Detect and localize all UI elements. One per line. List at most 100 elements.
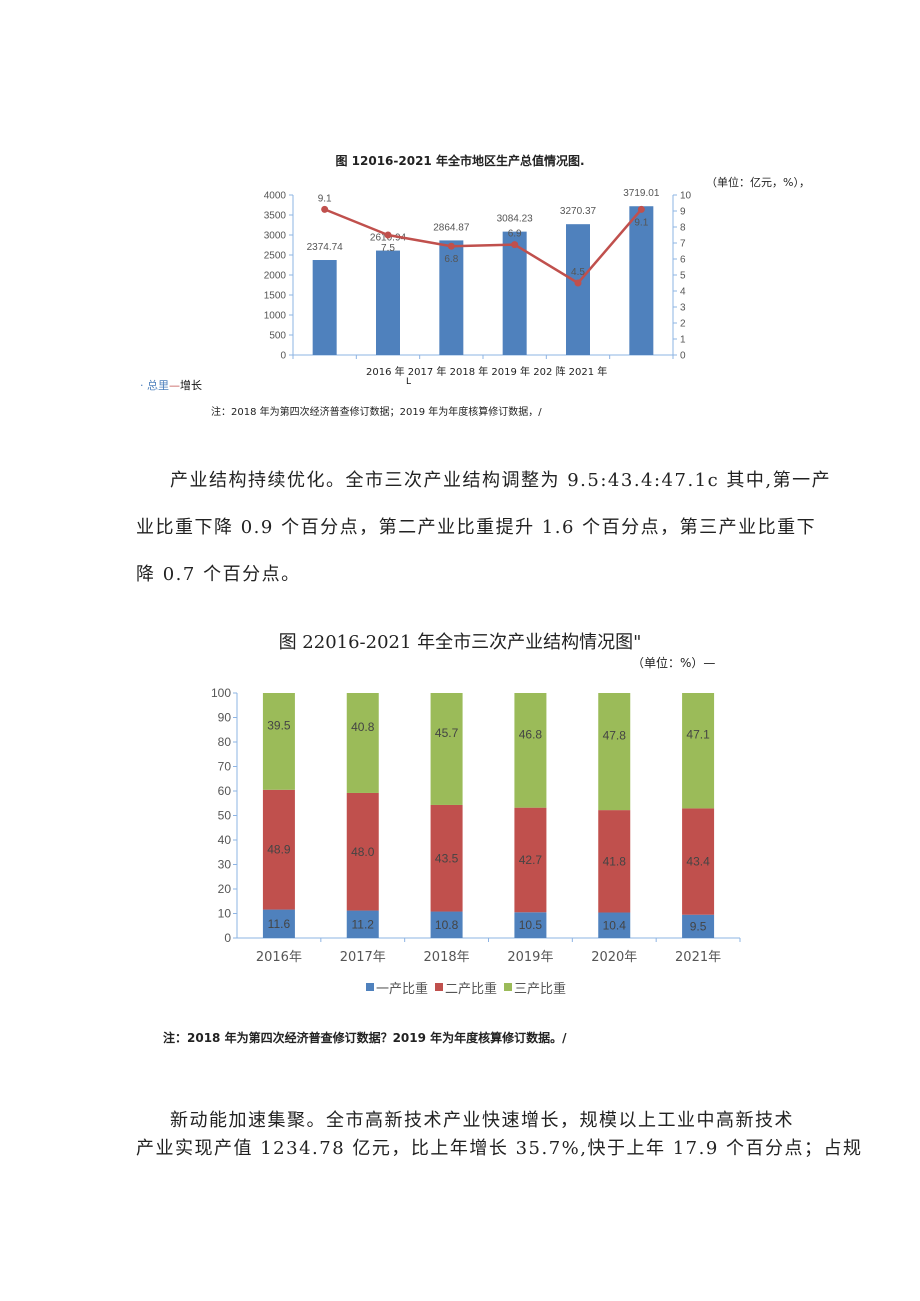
paragraph2-line2: 产业实现产值 1234.78 亿元，比上年增长 35.7%,快于上年 17.9 … <box>136 1138 863 1159</box>
y-tick-label: 10 <box>218 907 232 921</box>
growth-point <box>447 242 455 250</box>
paragraph1-line1: 产业结构持续优化。全市三次产业结构调整为 9.5:43.4:47.1c 其中,第… <box>170 470 832 491</box>
stacked-bar-segment <box>430 804 463 912</box>
segment-label: 47.1 <box>686 728 710 742</box>
right-tick-label: 8 <box>680 223 686 234</box>
gdp-bar-label: 3084.23 <box>497 214 534 225</box>
y-tick-label: 20 <box>218 882 232 896</box>
growth-point <box>574 279 582 287</box>
left-tick-label: 2000 <box>264 271 287 282</box>
y-tick-label: 60 <box>218 784 232 798</box>
y-tick-label: 50 <box>218 809 232 823</box>
segment-label: 9.5 <box>690 919 707 933</box>
y-tick-label: 40 <box>218 833 232 847</box>
stacked-bar-segment <box>682 693 715 809</box>
x-tick-label: 2019年 <box>507 950 553 965</box>
x-tick-label: 2021年 <box>675 950 721 965</box>
segment-label: 48.0 <box>351 845 375 859</box>
stacked-bar-segment <box>262 909 295 938</box>
segment-label: 45.7 <box>435 726 459 740</box>
figure1-stray-mark: L <box>406 377 412 387</box>
growth-point <box>511 241 519 249</box>
stacked-bar-segment <box>262 789 295 910</box>
gdp-bar <box>566 224 590 355</box>
stacked-bar-segment <box>514 693 547 808</box>
y-tick-label: 80 <box>218 735 232 749</box>
stacked-bar-segment <box>262 693 295 790</box>
segment-label: 48.9 <box>267 843 291 857</box>
stacked-bar-segment <box>598 693 631 811</box>
left-tick-label: 1500 <box>264 291 287 302</box>
gdp-bar-label: 3719.01 <box>623 188 660 199</box>
segment-label: 47.8 <box>603 729 627 743</box>
left-tick-label: 2500 <box>264 251 287 262</box>
x-tick-label: 2020年 <box>591 950 637 965</box>
segment-label: 10.4 <box>603 918 627 932</box>
legend-label: 一产比重 <box>376 981 428 997</box>
gdp-bar-label: 2374.74 <box>307 242 344 253</box>
gdp-bar <box>312 260 337 355</box>
left-tick-label: 3000 <box>264 231 287 242</box>
figure1-legend: · 总里—增长 <box>140 377 202 393</box>
segment-label: 43.4 <box>686 855 710 869</box>
figure2-note: 注：2018 年为第四次经济普查修订数据？2019 年为年度核算修订数据。/ <box>163 1031 567 1045</box>
left-tick-label: 1000 <box>264 311 287 322</box>
segment-label: 11.2 <box>352 917 375 931</box>
figure1-caption: 图 12016-2021 年全市地区生产总值情况图. <box>335 154 585 168</box>
gdp-bar-label: 3270.37 <box>560 206 597 217</box>
right-tick-label: 5 <box>680 271 686 282</box>
left-tick-label: 0 <box>280 351 286 362</box>
growth-point <box>321 205 329 213</box>
figure1-note: 注：2018 年为第四次经济普查修订数据；2019 年为年度核算修订数据，/ <box>211 407 542 418</box>
y-tick-label: 90 <box>218 711 232 725</box>
paragraph2-line1: 新动能加速集聚。全市高新技术产业快速增长，规模以上工业中高新技术 <box>170 1110 794 1131</box>
right-tick-label: 1 <box>680 335 686 346</box>
segment-label: 40.8 <box>351 720 375 734</box>
paragraph1-line3: 降 0.7 个百分点。 <box>136 564 301 585</box>
segment-label: 10.8 <box>435 918 459 932</box>
segment-label: 41.8 <box>603 854 627 868</box>
gdp-chart: 0 500 1000 1500 2000 2500 3000 3500 4000 0 1 2 3 4 5 6 7… <box>264 188 692 362</box>
growth-label: 7.5 <box>381 243 395 254</box>
right-tick-label: 6 <box>680 255 686 266</box>
gdp-bar-label: 2864.87 <box>433 222 470 233</box>
stacked-bar-segment <box>430 693 463 805</box>
right-tick-label: 3 <box>680 303 686 314</box>
growth-line <box>324 208 643 285</box>
growth-point <box>637 205 645 213</box>
stacked-bar-segment <box>346 910 379 938</box>
y-tick-label: 30 <box>218 858 232 872</box>
growth-label: 4.5 <box>571 267 585 278</box>
legend-total: · 总里 <box>140 379 169 392</box>
segment-label: 11.6 <box>268 917 291 931</box>
gdp-bar <box>629 206 654 355</box>
stacked-bar-segment <box>598 912 631 938</box>
legend-line-marker: — <box>169 379 180 392</box>
gdp-bar <box>502 231 527 355</box>
legend-swatch <box>366 983 374 991</box>
x-tick-label: 2018年 <box>424 950 470 965</box>
right-tick-label: 0 <box>680 351 686 362</box>
y-tick-label: 100 <box>211 686 231 700</box>
y-tick-label: 0 <box>224 931 231 945</box>
right-tick-label: 2 <box>680 319 686 330</box>
stacked-bar-segment <box>682 914 715 938</box>
stacked-bar-segment <box>598 810 631 913</box>
legend-growth: 增长 <box>180 379 202 392</box>
growth-label: 6.8 <box>444 254 458 265</box>
right-tick-label: 9 <box>680 207 686 218</box>
figure2-caption: 图 22016-2021 年全市三次产业结构情况图" <box>278 632 642 653</box>
left-tick-label: 3500 <box>264 211 287 222</box>
segment-label: 42.7 <box>519 853 543 867</box>
x-tick-label: 2017年 <box>340 950 386 965</box>
growth-label: 6.9 <box>508 229 522 240</box>
right-tick-label: 10 <box>680 191 692 202</box>
left-tick-label: 500 <box>269 331 286 342</box>
growth-point <box>384 231 392 239</box>
growth-label: 9.1 <box>634 217 648 228</box>
industry-structure-chart: 0 10 20 30 40 50 60 70 80 90 100 11.6 48.9 39.5 2016年 1… <box>211 686 741 997</box>
right-tick-label: 4 <box>680 287 686 298</box>
x-tick-label: 2016年 <box>256 950 302 965</box>
legend-swatch <box>435 983 443 991</box>
gdp-bar <box>439 240 464 355</box>
